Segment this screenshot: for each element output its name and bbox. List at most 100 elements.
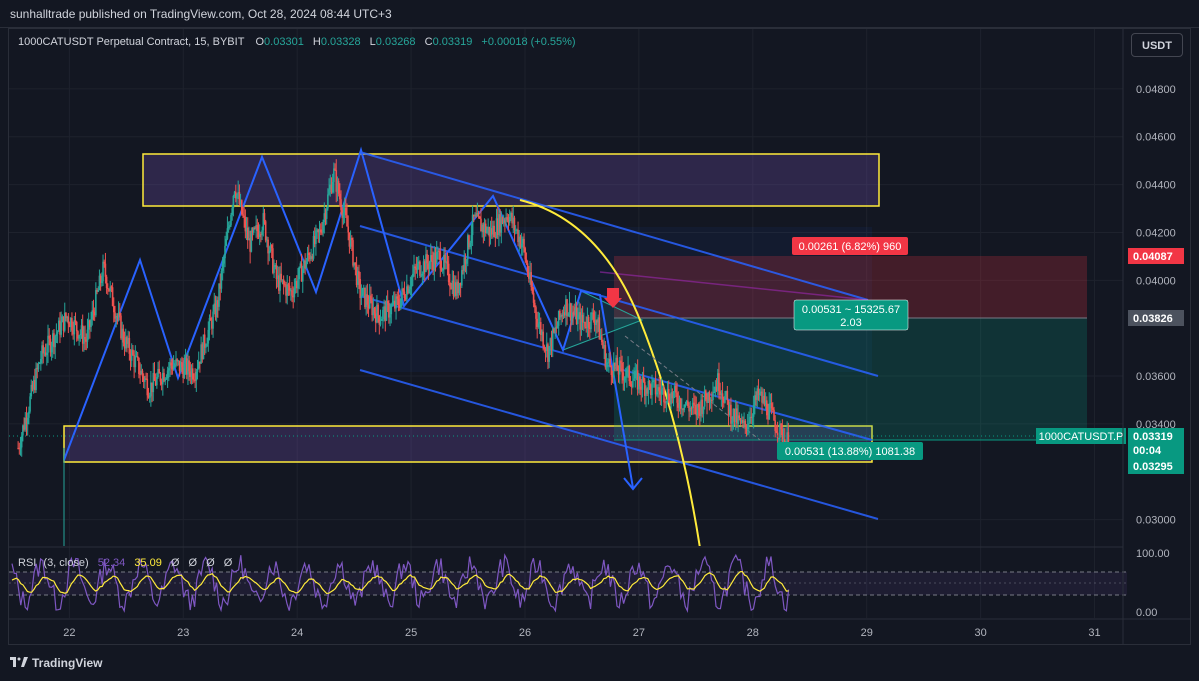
candle-body (591, 312, 593, 314)
candle-body (68, 323, 71, 328)
candle-body (565, 299, 567, 316)
candle-body (57, 320, 60, 332)
candle-body (551, 329, 554, 350)
candle-body (516, 229, 518, 231)
candle-body (476, 212, 479, 217)
supply-zone[interactable] (142, 153, 880, 207)
demand-zone[interactable] (63, 425, 873, 463)
candle-body (355, 264, 358, 285)
candle-body (40, 359, 42, 363)
candle-body (305, 261, 308, 269)
candle-body (17, 447, 19, 449)
candle-body (34, 379, 36, 391)
publisher-bar: sunhalltrade published on TradingView.co… (0, 0, 1199, 28)
currency-button[interactable]: USDT (1131, 33, 1183, 57)
candle-body (205, 346, 207, 348)
candle-body (107, 288, 109, 290)
entry-marker-icon[interactable] (604, 288, 622, 308)
candle-body (304, 260, 306, 269)
candle-body (307, 252, 310, 256)
zigzag-pattern[interactable] (63, 146, 634, 489)
candle-body (294, 281, 297, 289)
candle-body (60, 321, 62, 335)
candle-body (346, 215, 348, 227)
candle-body (682, 408, 684, 411)
candle-body (364, 287, 366, 308)
candle-body (736, 408, 738, 424)
candle-body (501, 217, 504, 224)
candle-body (628, 365, 631, 382)
candle-body (411, 273, 414, 278)
candle-body (646, 388, 649, 394)
tradingview-footer[interactable]: TradingView (10, 656, 102, 670)
candle-body (80, 325, 83, 334)
candle-body (446, 261, 449, 264)
candle-body (36, 367, 39, 370)
candle-body (78, 335, 80, 339)
price-tag-text: 0.04087 (1133, 251, 1173, 263)
candle-body (690, 407, 693, 409)
candle-body (203, 334, 206, 348)
candle-body (164, 378, 167, 382)
take-profit-box[interactable] (614, 318, 1087, 440)
candle-body (213, 303, 216, 312)
candle-body (419, 261, 421, 276)
candle-body (612, 362, 615, 377)
candle-body (635, 370, 638, 372)
symbol-name[interactable]: 1000CATUSDT Perpetual Contract, 15, BYBI… (18, 36, 245, 48)
candle-body (360, 295, 363, 299)
candle-body (406, 286, 408, 300)
candle-body (224, 245, 226, 259)
candle-body (449, 282, 451, 287)
candle-body (428, 261, 431, 269)
candle-body (53, 333, 55, 348)
candle-body (261, 230, 263, 235)
candle-body (494, 237, 497, 239)
tradingview-logo-icon (10, 657, 28, 667)
candle-body (166, 370, 169, 379)
candle-body (556, 325, 559, 329)
candle-body (426, 254, 428, 264)
candle-body (589, 327, 591, 330)
price-tag-text: 00:04 (1133, 445, 1162, 457)
candle-body (720, 393, 723, 396)
candle-body (123, 342, 126, 349)
candle-body (165, 378, 168, 380)
candle-body (693, 402, 695, 405)
candle-body (84, 337, 86, 340)
price-axis[interactable]: 0.04800 0.04600 0.04400 0.04200 0.04000 0.036… (1136, 84, 1176, 527)
candle-body (571, 312, 573, 321)
candle-body (575, 306, 578, 325)
candle-body (734, 408, 737, 423)
candle-body (561, 315, 564, 317)
candle-body (25, 417, 28, 425)
candle-body (531, 287, 534, 294)
candle-body (50, 346, 53, 353)
time-axis[interactable]: 22 23 24 25 26 27 28 29 30 31 (63, 627, 1100, 639)
candle-body (754, 395, 756, 406)
candle-body (432, 260, 434, 271)
candle-body (199, 361, 201, 364)
candle-body (162, 372, 164, 385)
parabolic-curve[interactable] (519, 199, 701, 548)
candle-body (311, 256, 314, 259)
candle-body (573, 313, 576, 315)
candle-body (718, 373, 720, 392)
trend-line-purple[interactable] (599, 271, 869, 301)
candle-body (453, 282, 456, 296)
candle-body (611, 375, 614, 377)
candle-body (408, 289, 411, 294)
candle-body (732, 408, 735, 421)
candle-body (647, 380, 650, 394)
candle-body (615, 357, 617, 367)
candle-body (577, 314, 579, 325)
candle-body (657, 387, 659, 393)
channel-upper-line[interactable] (359, 151, 869, 301)
channel-lower-line[interactable] (359, 369, 879, 520)
candle-body (752, 405, 755, 417)
drawings (9, 146, 1123, 548)
candle-body (636, 370, 639, 390)
candle-body (293, 288, 296, 298)
candle-body (461, 270, 463, 286)
